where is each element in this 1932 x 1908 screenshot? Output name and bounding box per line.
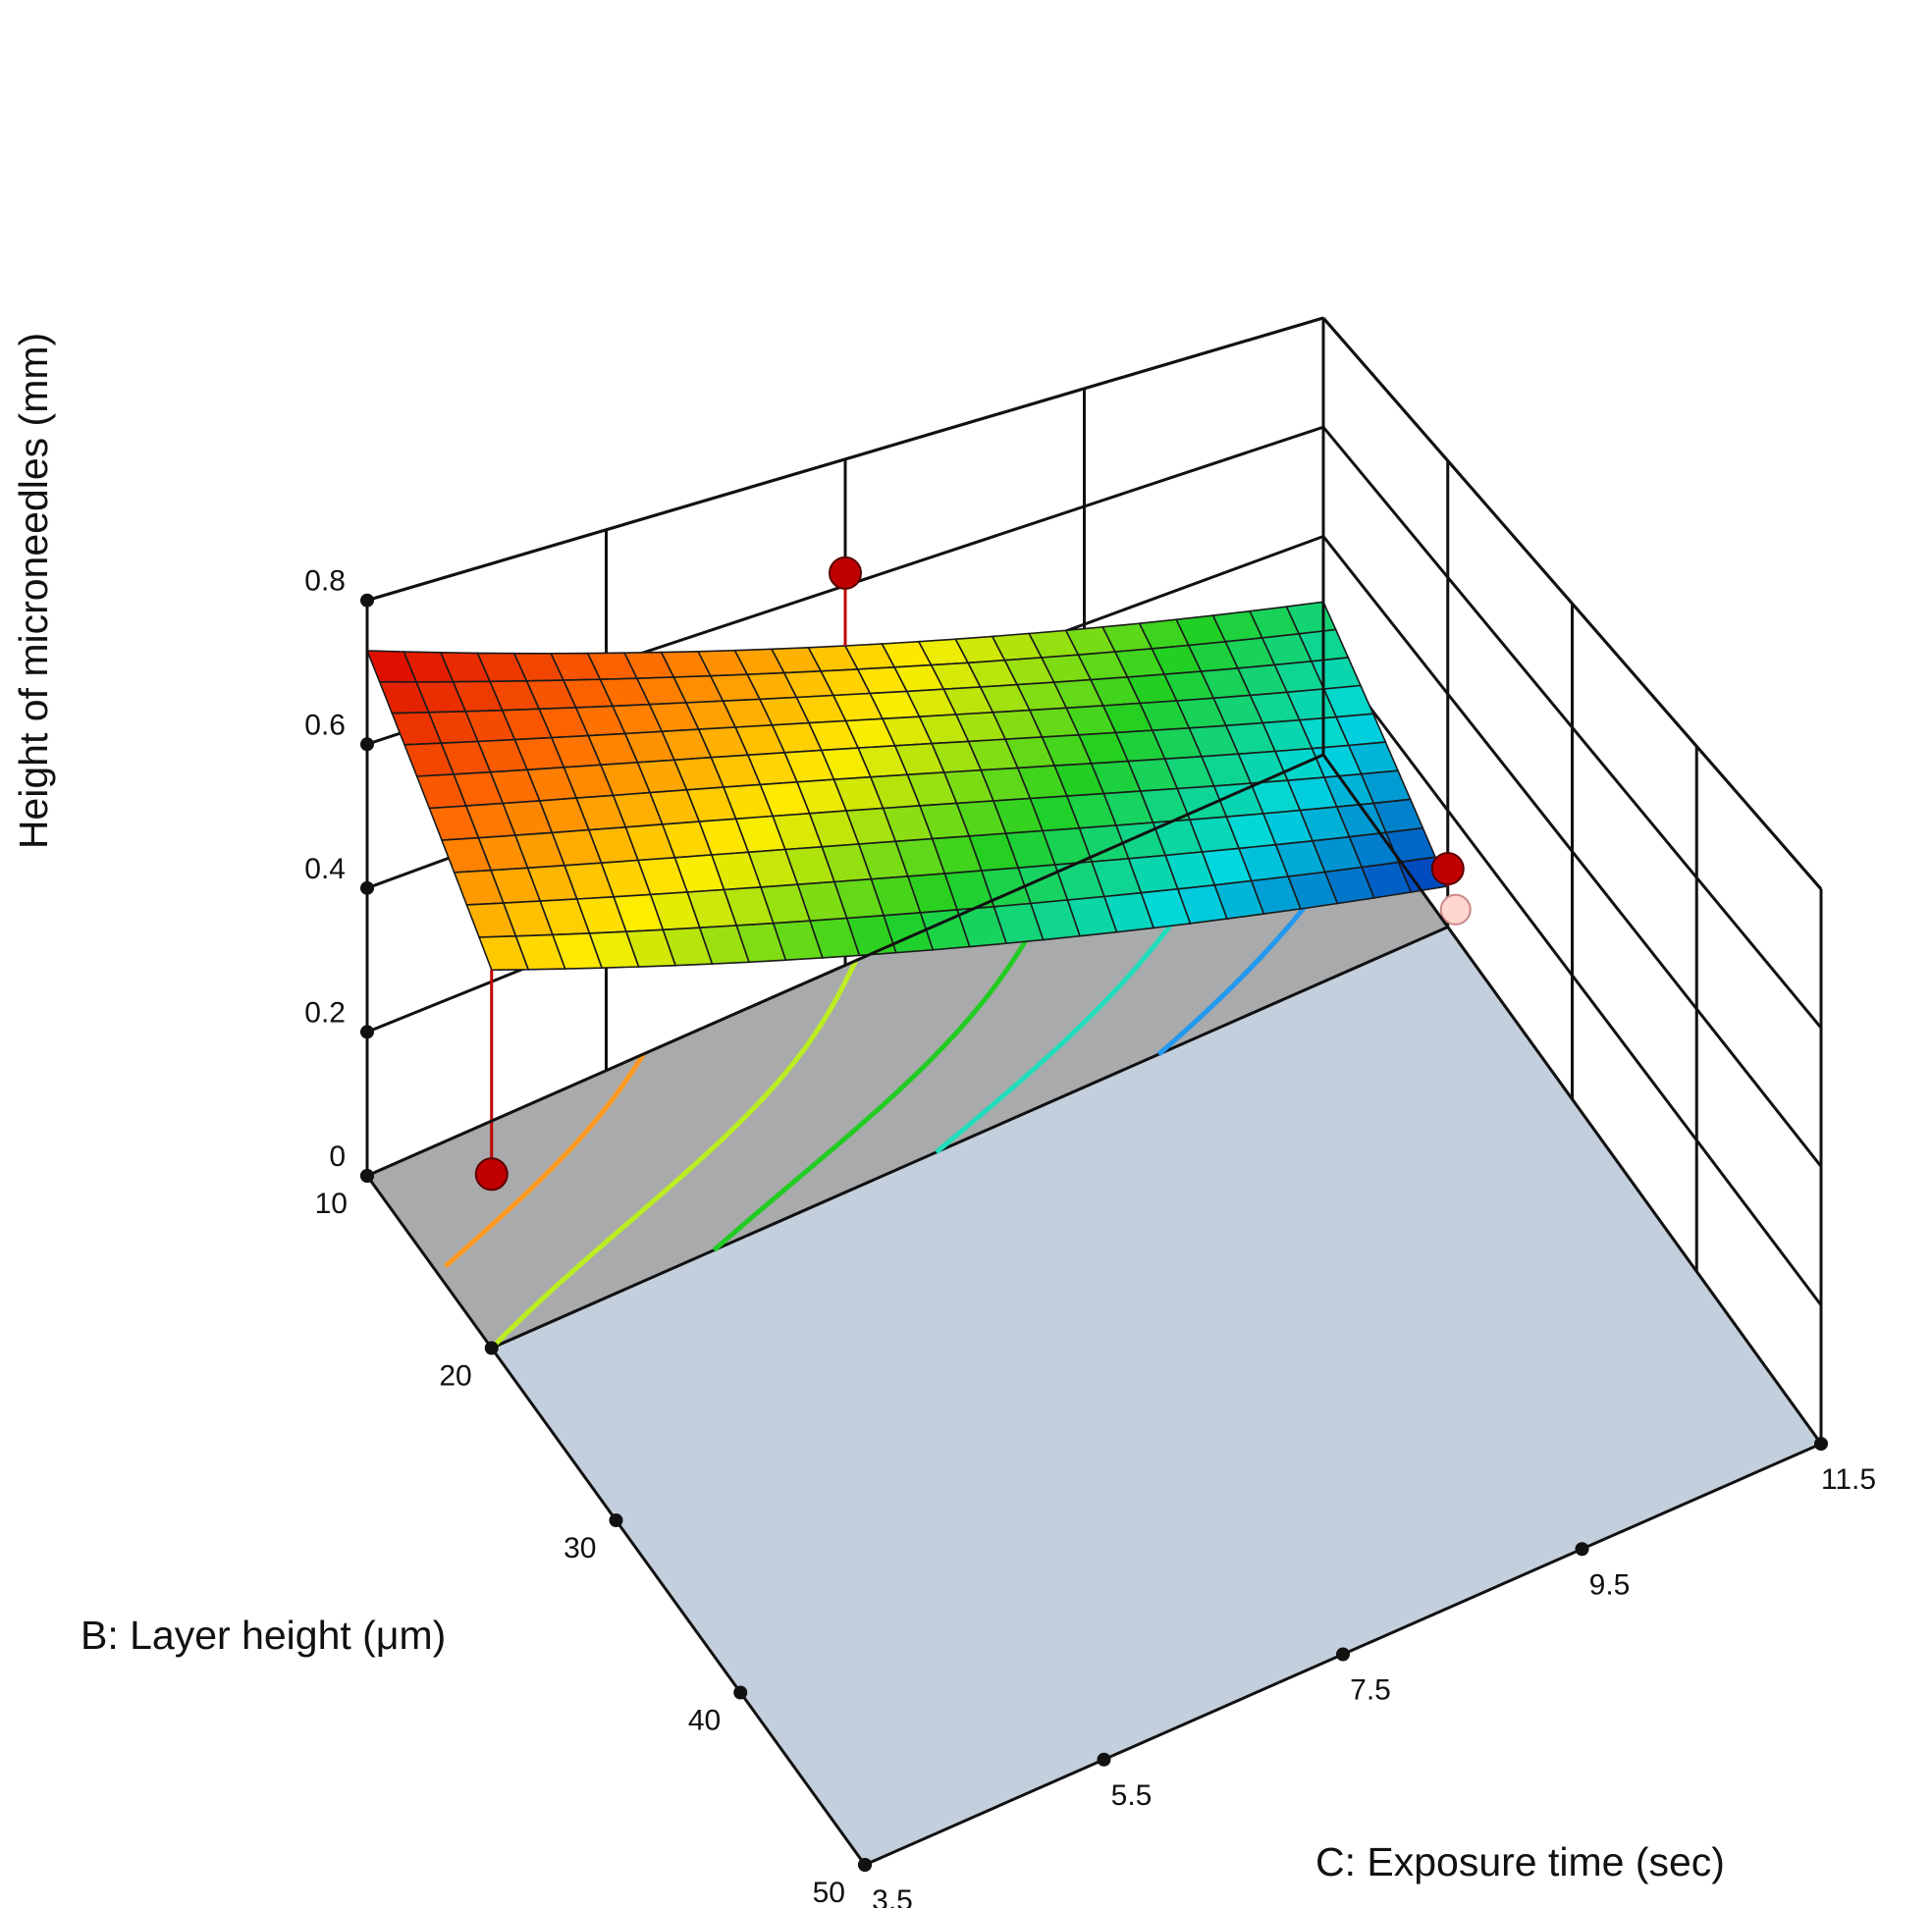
- z-tick-label: 0.6: [304, 709, 346, 741]
- frame-edge: [1321, 316, 1823, 890]
- x-tick-mark: [1097, 1752, 1111, 1767]
- x-tick-label: 5.5: [1111, 1779, 1153, 1812]
- frame-edge: [366, 316, 1324, 603]
- y-tick-mark: [609, 1513, 623, 1527]
- design-point: [474, 1157, 509, 1192]
- floor-domain-edge: [491, 926, 1449, 1350]
- y-tick-label: 20: [439, 1360, 471, 1393]
- x-tick-mark: [1336, 1647, 1350, 1662]
- x-tick-mark: [1575, 1542, 1589, 1557]
- z-axis-title: Height of microneedles (mm): [11, 333, 56, 849]
- z-tick-mark: [360, 593, 374, 608]
- x-tick-label: 9.5: [1589, 1568, 1631, 1601]
- y-tick-label: 30: [564, 1532, 596, 1564]
- frame-edge: [366, 753, 1324, 1178]
- z-tick-label: 0.8: [304, 565, 346, 598]
- x-tick-label: 3.5: [872, 1884, 913, 1908]
- y-axis-title: B: Layer height (μm): [80, 1613, 446, 1658]
- x-tick-label: 7.5: [1350, 1674, 1391, 1707]
- y-tick-label: 50: [813, 1877, 845, 1908]
- axis-frame: [365, 316, 1823, 1867]
- contour-line: [443, 1052, 646, 1269]
- y-tick-label: 10: [315, 1188, 348, 1220]
- x-tick-label: 11.5: [1821, 1463, 1876, 1496]
- x-tick-mark: [858, 1858, 872, 1872]
- z-tick-mark: [360, 1025, 374, 1039]
- x-tick-mark: [1814, 1437, 1828, 1451]
- design-points: [474, 556, 1472, 1192]
- design-point: [829, 556, 862, 590]
- z-tick-label: 0.2: [304, 996, 346, 1029]
- y-tick-mark: [360, 1169, 374, 1183]
- axis-ticks: 0 0.2 0.4 0.6 0.8 10 20 30 40 50 3.5 5.5 7.5 9.5 11.5: [304, 565, 1876, 1908]
- x-axis-title: C: Exposure time (sec): [1315, 1839, 1725, 1884]
- z-tick-mark: [360, 737, 374, 752]
- contour-line: [490, 959, 859, 1351]
- frame-edge: [1321, 754, 1823, 1445]
- y-tick-mark: [733, 1685, 748, 1700]
- y-tick-mark: [484, 1341, 499, 1355]
- z-tick-mark: [360, 880, 374, 895]
- response-surface: [365, 601, 1449, 972]
- design-point-below: [1439, 893, 1472, 926]
- z-tick-label: 0.4: [304, 853, 346, 885]
- z-tick-label: 0: [329, 1140, 346, 1173]
- design-point: [1430, 852, 1465, 886]
- y-tick-label: 40: [688, 1705, 721, 1737]
